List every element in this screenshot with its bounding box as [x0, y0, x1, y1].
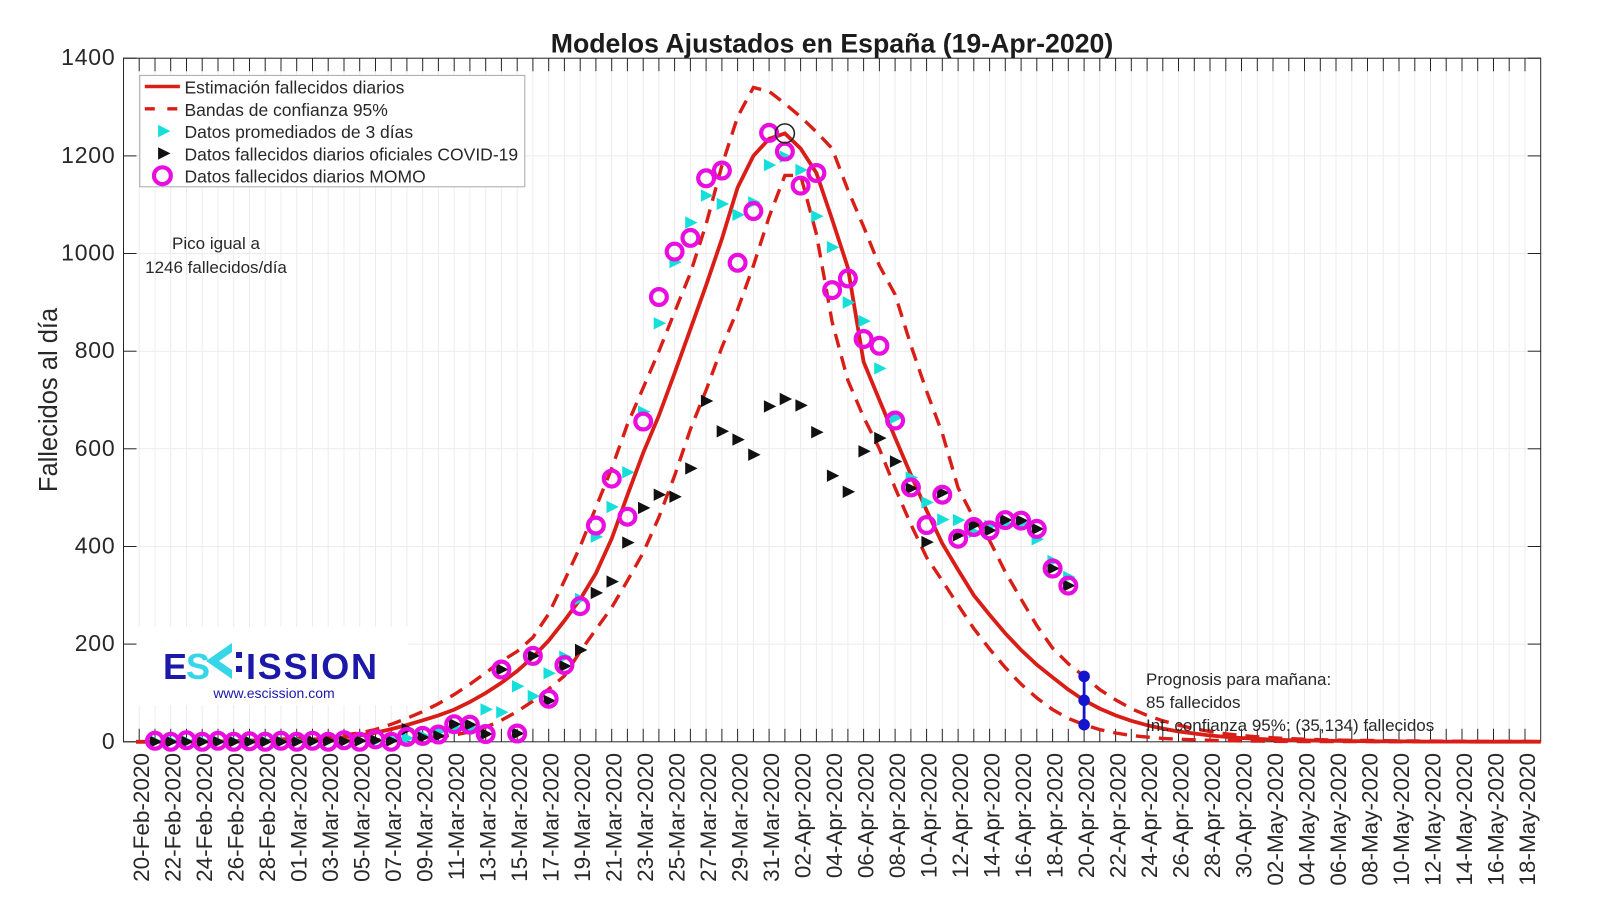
svg-text:04-Apr-2020: 04-Apr-2020 [822, 753, 847, 878]
svg-text:24-Apr-2020: 24-Apr-2020 [1137, 753, 1162, 878]
svg-text:200: 200 [75, 630, 116, 656]
svg-text:08-Apr-2020: 08-Apr-2020 [885, 753, 910, 878]
svg-text:12-Apr-2020: 12-Apr-2020 [948, 753, 973, 878]
svg-text:05-Mar-2020: 05-Mar-2020 [350, 753, 375, 882]
svg-text:22-Feb-2020: 22-Feb-2020 [161, 753, 186, 882]
svg-text:19-Mar-2020: 19-Mar-2020 [570, 753, 595, 882]
svg-text:Modelos Ajustados en España (1: Modelos Ajustados en España (19-Apr-2020… [551, 29, 1114, 59]
svg-text:07-Mar-2020: 07-Mar-2020 [381, 753, 406, 882]
svg-text:11-Mar-2020: 11-Mar-2020 [444, 753, 469, 880]
svg-text:800: 800 [75, 337, 116, 363]
svg-text:0: 0 [102, 728, 116, 754]
svg-text:31-Mar-2020: 31-Mar-2020 [759, 753, 784, 882]
svg-text:18-Apr-2020: 18-Apr-2020 [1042, 753, 1067, 878]
svg-text:08-May-2020: 08-May-2020 [1357, 753, 1382, 886]
svg-text:Pico igual a: Pico igual a [172, 234, 260, 253]
svg-text:06-Apr-2020: 06-Apr-2020 [853, 753, 878, 878]
svg-text:16-May-2020: 16-May-2020 [1483, 753, 1508, 886]
svg-text:600: 600 [75, 435, 116, 461]
svg-text:09-Mar-2020: 09-Mar-2020 [413, 753, 438, 882]
svg-text:30-Apr-2020: 30-Apr-2020 [1231, 753, 1256, 878]
svg-text:04-May-2020: 04-May-2020 [1294, 753, 1319, 886]
svg-text:Estimación fallecidos diarios: Estimación fallecidos diarios [185, 78, 405, 98]
svg-text:1200: 1200 [61, 142, 115, 168]
svg-text:16-Apr-2020: 16-Apr-2020 [1011, 753, 1036, 878]
svg-text:Datos fallecidos diarios ofici: Datos fallecidos diarios oficiales COVID… [185, 144, 519, 164]
svg-text:Bandas de confianza 95%: Bandas de confianza 95% [185, 100, 388, 120]
svg-text:S: S [186, 646, 210, 687]
svg-text:E: E [163, 646, 187, 687]
svg-text:03-Mar-2020: 03-Mar-2020 [318, 753, 343, 882]
svg-text:Datos promediados de 3 días: Datos promediados de 3 días [185, 122, 414, 142]
svg-text:85 fallecidos: 85 fallecidos [1146, 693, 1241, 712]
svg-text:15-Mar-2020: 15-Mar-2020 [507, 753, 532, 882]
svg-text:17-Mar-2020: 17-Mar-2020 [539, 753, 564, 882]
svg-text:02-May-2020: 02-May-2020 [1263, 753, 1288, 886]
svg-text:www.escission.com: www.escission.com [212, 685, 334, 701]
svg-text:12-May-2020: 12-May-2020 [1420, 753, 1445, 886]
svg-text:1400: 1400 [61, 44, 115, 70]
svg-text:400: 400 [75, 533, 116, 559]
svg-text:1000: 1000 [61, 240, 115, 266]
svg-text:14-Apr-2020: 14-Apr-2020 [979, 753, 1004, 878]
svg-text:13-Mar-2020: 13-Mar-2020 [476, 753, 501, 882]
svg-text:14-May-2020: 14-May-2020 [1452, 753, 1477, 886]
svg-text:06-May-2020: 06-May-2020 [1326, 753, 1351, 886]
svg-text:22-Apr-2020: 22-Apr-2020 [1105, 753, 1130, 878]
svg-text:1246 fallecidos/día: 1246 fallecidos/día [145, 258, 287, 277]
svg-text:20-Feb-2020: 20-Feb-2020 [129, 753, 154, 882]
svg-text:18-May-2020: 18-May-2020 [1515, 753, 1540, 886]
svg-text:02-Apr-2020: 02-Apr-2020 [790, 753, 815, 878]
svg-text:27-Mar-2020: 27-Mar-2020 [696, 753, 721, 882]
svg-text:26-Feb-2020: 26-Feb-2020 [224, 753, 249, 882]
svg-text:21-Mar-2020: 21-Mar-2020 [602, 753, 627, 882]
svg-text:29-Mar-2020: 29-Mar-2020 [727, 753, 752, 882]
svg-text:10-Apr-2020: 10-Apr-2020 [916, 753, 941, 878]
svg-text:28-Feb-2020: 28-Feb-2020 [255, 753, 280, 882]
svg-text:25-Mar-2020: 25-Mar-2020 [664, 753, 689, 882]
svg-text:26-Apr-2020: 26-Apr-2020 [1168, 753, 1193, 878]
svg-text:01-Mar-2020: 01-Mar-2020 [287, 753, 312, 882]
svg-text:Datos fallecidos diarios MOMO: Datos fallecidos diarios MOMO [185, 167, 426, 187]
svg-text:10-May-2020: 10-May-2020 [1389, 753, 1414, 886]
svg-text:ISSION: ISSION [246, 646, 379, 687]
svg-text:24-Feb-2020: 24-Feb-2020 [192, 753, 217, 882]
svg-text:Fallecidos al día: Fallecidos al día [35, 307, 63, 492]
svg-text:20-Apr-2020: 20-Apr-2020 [1074, 753, 1099, 878]
svg-text:Prognosis para mañana:: Prognosis para mañana: [1146, 670, 1331, 689]
svg-text:23-Mar-2020: 23-Mar-2020 [633, 753, 658, 882]
svg-text:Int. confianza 95%: (35,134) f: Int. confianza 95%: (35,134) fallecidos [1146, 716, 1434, 735]
svg-text:28-Apr-2020: 28-Apr-2020 [1200, 753, 1225, 878]
